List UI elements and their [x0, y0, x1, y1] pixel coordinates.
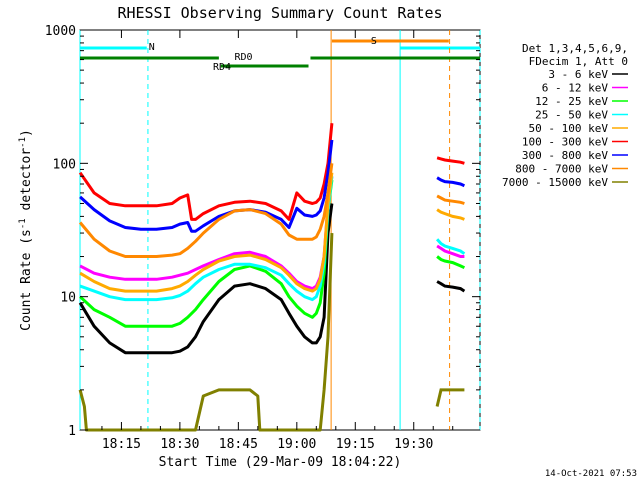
y-tick-label: 1000	[45, 24, 76, 39]
x-tick-label: 19:15	[336, 437, 375, 452]
series-line	[79, 172, 334, 293]
x-axis-label: Start Time (29-Mar-09 18:04:22)	[159, 455, 402, 470]
legend-entry-label: 800 - 7000 keV	[515, 163, 608, 176]
x-tick-label: 18:45	[219, 437, 258, 452]
legend-entry-label: 100 - 300 keV	[522, 136, 608, 149]
y-axis-label: Count Rate (s-1 detector-1)	[18, 129, 34, 331]
x-axis: 18:15 18:30 18:45 19:00 19:15 19:30	[101, 30, 454, 452]
annotation-label: S	[371, 36, 377, 47]
y-label-sup: -1	[18, 218, 28, 229]
y-axis: 1 10 100 1000	[45, 24, 480, 439]
series-line-segment2	[436, 176, 465, 188]
y-tick-label: 10	[60, 291, 76, 306]
series-line-segment2	[435, 388, 465, 407]
y-label-sup: -1	[18, 137, 28, 148]
series-group	[78, 123, 466, 432]
legend-entry-label: 7000 - 15000 keV	[502, 176, 608, 189]
y-label-part: Count Rate (s	[19, 229, 34, 331]
legend-entry-label: 300 - 800 keV	[522, 149, 608, 162]
series-line	[79, 176, 334, 302]
legend-entry-label: 3 - 6 keV	[548, 68, 608, 81]
series-line	[78, 233, 334, 432]
legend: Det 1,3,4,5,6,9,FDecim 1, Att 03 - 6 keV…	[502, 42, 628, 189]
y-tick-label: 100	[53, 157, 76, 172]
instrument-states	[79, 30, 481, 430]
series-line-segment2	[436, 208, 465, 221]
series-line-segment2	[436, 194, 465, 205]
series-line-segment2	[436, 280, 466, 293]
footer-timestamp: 14-Oct-2021 07:53	[545, 469, 637, 479]
x-tick-label: 18:30	[160, 437, 199, 452]
series-line	[78, 163, 334, 258]
x-tick-label: 19:30	[394, 437, 433, 452]
series-line	[78, 203, 334, 355]
y-label-part: detector	[19, 148, 34, 219]
series-line	[79, 139, 334, 233]
legend-entry-label: 6 - 12 keV	[542, 82, 609, 95]
legend-header: FDecim 1, Att 0	[529, 55, 628, 68]
series-line-segment2	[435, 238, 466, 255]
x-tick-label: 19:00	[277, 437, 316, 452]
y-tick-label: 1	[68, 424, 76, 439]
series-line-segment2	[436, 156, 465, 165]
annotation-label: RD0	[234, 52, 252, 63]
annotation-label: RD4	[213, 62, 231, 73]
legend-entry-label: 12 - 25 keV	[535, 95, 608, 108]
legend-entry-label: 50 - 100 keV	[529, 122, 609, 135]
chart-title: RHESSI Observing Summary Count Rates	[117, 4, 442, 22]
series-line	[79, 179, 334, 328]
series-line-segment2	[436, 255, 466, 270]
annotation-label: N	[149, 42, 155, 53]
series-line-segment2	[436, 244, 465, 258]
y-label-part: )	[19, 129, 34, 137]
legend-header: Det 1,3,4,5,6,9,	[522, 42, 628, 55]
series-line	[78, 123, 334, 221]
x-tick-label: 18:15	[102, 437, 141, 452]
legend-entry-label: 25 - 50 keV	[535, 109, 608, 122]
